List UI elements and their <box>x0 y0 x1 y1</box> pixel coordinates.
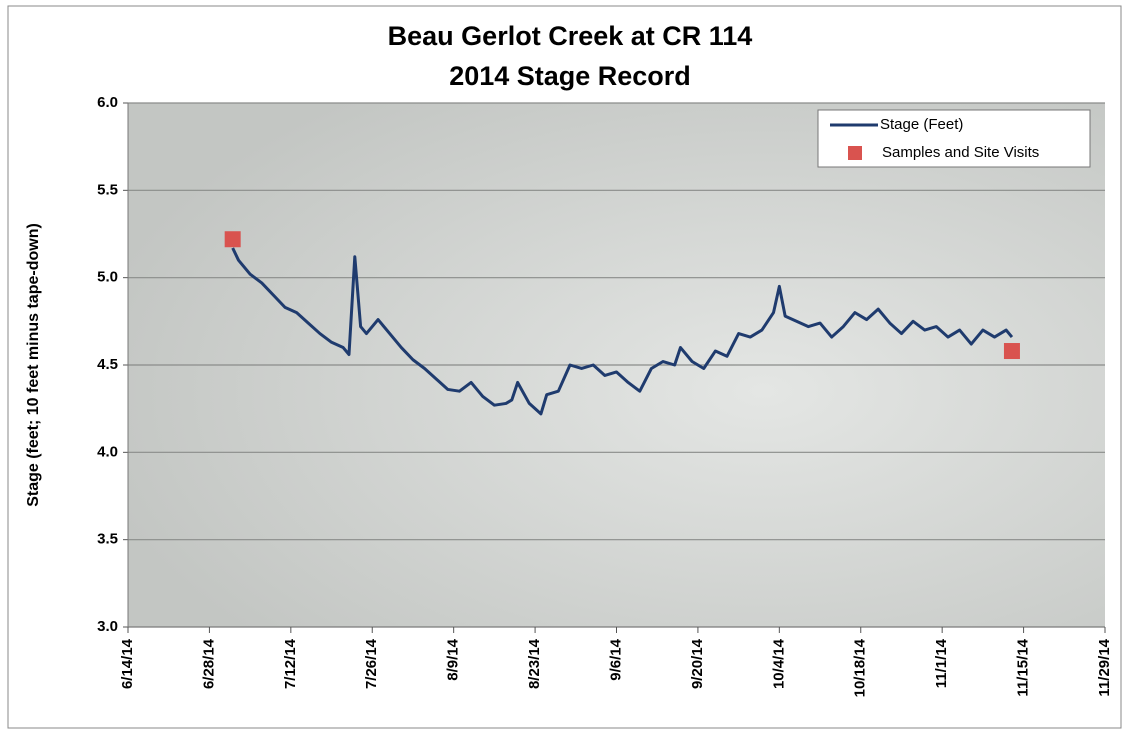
legend-label: Samples and Site Visits <box>882 144 1039 161</box>
x-tick-label: 10/18/14 <box>852 638 869 697</box>
x-tick-label: 8/23/14 <box>526 638 543 689</box>
y-tick-label: 3.0 <box>97 618 118 635</box>
y-tick-label: 4.5 <box>97 356 118 373</box>
y-tick-label: 4.0 <box>97 443 118 460</box>
sample-marker <box>224 231 241 248</box>
x-tick-label: 8/9/14 <box>445 638 462 680</box>
x-tick-label: 7/26/14 <box>363 638 380 689</box>
x-tick-label: 9/20/14 <box>689 638 706 689</box>
x-tick-label: 7/12/14 <box>282 638 299 689</box>
x-tick-label: 11/1/14 <box>933 638 950 688</box>
sample-marker <box>1003 343 1020 360</box>
x-tick-label: 11/29/14 <box>1096 638 1113 696</box>
x-tick-label: 9/6/14 <box>607 638 624 680</box>
chart-title: 2014 Stage Record <box>449 61 691 91</box>
chart-title: Beau Gerlot Creek at CR 114 <box>388 21 753 51</box>
x-tick-label: 6/14/14 <box>119 638 136 689</box>
legend-swatch <box>848 146 862 160</box>
y-axis-label: Stage (feet; 10 feet minus tape-down) <box>25 223 42 507</box>
x-tick-label: 10/4/14 <box>770 638 787 689</box>
y-tick-label: 6.0 <box>97 94 118 111</box>
legend-label: Stage (Feet) <box>880 116 963 133</box>
y-tick-label: 5.5 <box>97 181 118 198</box>
y-tick-label: 5.0 <box>97 269 118 286</box>
legend-box <box>817 109 1091 168</box>
legend: Stage (Feet) Samples and Site Visits <box>817 109 1091 168</box>
x-tick-label: 11/15/14 <box>1015 638 1032 696</box>
stage-line <box>231 247 1014 416</box>
y-tick-label: 3.5 <box>97 531 118 548</box>
x-tick-label: 6/28/14 <box>200 638 217 689</box>
